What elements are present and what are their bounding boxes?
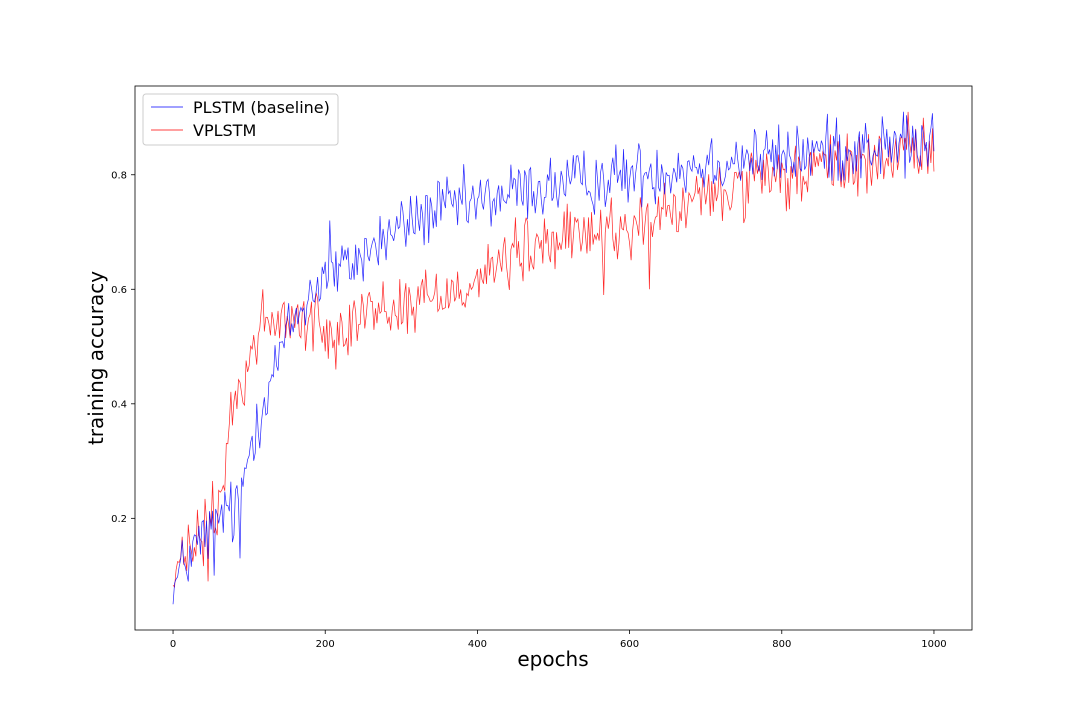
y-tick-label: 0.4 xyxy=(111,399,127,410)
y-tick-label: 0.2 xyxy=(111,514,127,525)
x-axis-label: epochs xyxy=(517,647,588,671)
x-axis: 0 200 400 600 800 1000 xyxy=(170,630,947,650)
x-tick-label: 0 xyxy=(170,639,176,650)
y-tick-label: 0.6 xyxy=(111,285,127,296)
y-tick-label: 0.8 xyxy=(111,170,127,181)
legend-box xyxy=(142,93,339,146)
legend-label-vplstm: VPLSTM xyxy=(193,121,256,140)
x-tick-label: 600 xyxy=(620,639,639,650)
series-line-vplstm xyxy=(172,111,935,588)
series-line-plstm xyxy=(172,111,935,605)
x-tick-label: 200 xyxy=(316,639,335,650)
x-tick-label: 800 xyxy=(772,639,791,650)
series-layer xyxy=(172,111,935,605)
y-axis-label: training accuracy xyxy=(84,271,108,445)
legend-label-plstm: PLSTM (baseline) xyxy=(193,98,330,117)
y-axis: 0.2 0.4 0.6 0.8 xyxy=(111,170,135,525)
legend: PLSTM (baseline) VPLSTM xyxy=(142,93,339,146)
x-tick-label: 1000 xyxy=(921,639,946,650)
plot-frame xyxy=(134,85,973,631)
x-tick-label: 400 xyxy=(468,639,487,650)
